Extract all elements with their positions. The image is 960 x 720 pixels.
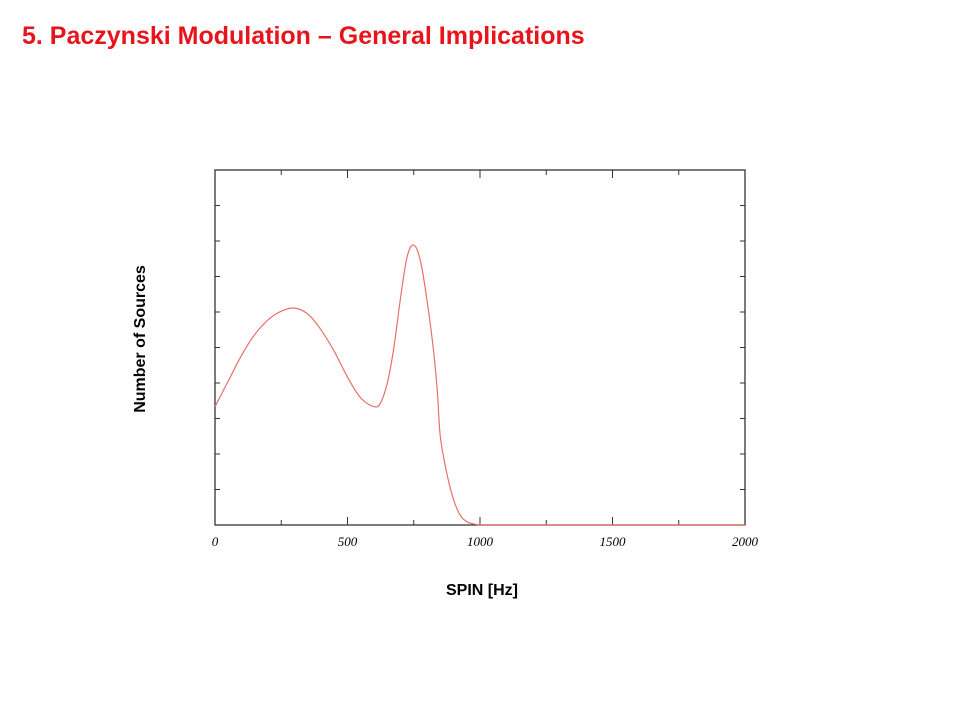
x-axis-tick-labels: 0 500 1000 1500 2000 bbox=[212, 534, 759, 549]
x-tick-label: 1500 bbox=[600, 534, 627, 549]
y-axis-ticks bbox=[215, 169, 745, 526]
plot-frame bbox=[214, 169, 746, 526]
series-line bbox=[214, 244, 745, 526]
y-axis-title: Number of Sources bbox=[132, 265, 149, 413]
x-axis-ticks bbox=[214, 170, 746, 525]
slide-title: 5. Paczynski Modulation – General Implic… bbox=[22, 22, 585, 50]
x-tick-label: 500 bbox=[338, 534, 358, 549]
x-axis-title: SPIN [Hz] bbox=[446, 582, 518, 599]
x-tick-label: 2000 bbox=[732, 534, 759, 549]
x-tick-label: 0 bbox=[212, 534, 219, 549]
x-tick-label: 1000 bbox=[467, 534, 494, 549]
